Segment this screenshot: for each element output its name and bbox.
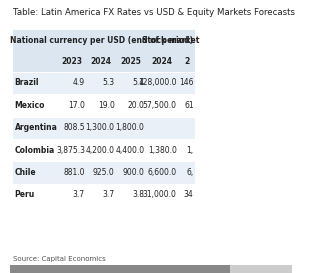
- Text: Colombia: Colombia: [15, 146, 55, 155]
- Text: 3,875.3: 3,875.3: [56, 146, 85, 155]
- FancyBboxPatch shape: [13, 72, 195, 94]
- Text: 2023: 2023: [61, 57, 82, 66]
- Text: 881.0: 881.0: [63, 168, 85, 177]
- Text: 128,000.0: 128,000.0: [138, 79, 177, 87]
- Text: 5.3: 5.3: [102, 79, 115, 87]
- Text: 2025: 2025: [121, 57, 141, 66]
- Text: 4,200.0: 4,200.0: [86, 146, 115, 155]
- Text: 2024: 2024: [91, 57, 112, 66]
- Text: 3.8: 3.8: [132, 191, 144, 199]
- Text: 925.0: 925.0: [93, 168, 115, 177]
- Text: National currency per USD (end of period): National currency per USD (end of period…: [10, 36, 193, 45]
- Text: 19.0: 19.0: [98, 101, 115, 110]
- FancyBboxPatch shape: [13, 139, 195, 161]
- FancyBboxPatch shape: [13, 117, 195, 139]
- Text: 808.5: 808.5: [63, 123, 85, 132]
- FancyBboxPatch shape: [230, 265, 292, 273]
- Text: 3.7: 3.7: [102, 191, 115, 199]
- FancyBboxPatch shape: [10, 265, 230, 273]
- Text: 5.4: 5.4: [132, 79, 144, 87]
- Text: Argentina: Argentina: [15, 123, 58, 132]
- Text: 1,380.0: 1,380.0: [148, 146, 177, 155]
- FancyBboxPatch shape: [13, 51, 195, 72]
- Text: 1,300.0: 1,300.0: [86, 123, 115, 132]
- FancyBboxPatch shape: [13, 30, 195, 51]
- Text: Chile: Chile: [15, 168, 36, 177]
- Text: Table: Latin America FX Rates vs USD & Equity Markets Forecasts: Table: Latin America FX Rates vs USD & E…: [13, 8, 295, 17]
- Text: 31,000.0: 31,000.0: [143, 191, 177, 199]
- Text: Brazil: Brazil: [15, 79, 39, 87]
- Text: Mexico: Mexico: [15, 101, 45, 110]
- Text: 900.0: 900.0: [123, 168, 144, 177]
- Text: Stock market: Stock market: [142, 36, 199, 45]
- Text: 1,: 1,: [187, 146, 194, 155]
- Text: Source: Capital Economics: Source: Capital Economics: [13, 256, 106, 262]
- Text: 6,600.0: 6,600.0: [148, 168, 177, 177]
- FancyBboxPatch shape: [13, 161, 195, 184]
- Text: 4.9: 4.9: [73, 79, 85, 87]
- Text: 146: 146: [179, 79, 194, 87]
- Text: 2: 2: [184, 57, 189, 66]
- Text: 1,800.0: 1,800.0: [115, 123, 144, 132]
- Text: 57,500.0: 57,500.0: [143, 101, 177, 110]
- Text: 3.7: 3.7: [73, 191, 85, 199]
- FancyBboxPatch shape: [13, 94, 195, 117]
- FancyBboxPatch shape: [13, 184, 195, 206]
- Text: Peru: Peru: [15, 191, 35, 199]
- Text: 2024: 2024: [151, 57, 172, 66]
- Text: 20.0: 20.0: [127, 101, 144, 110]
- Text: 61: 61: [184, 101, 194, 110]
- Text: 6,: 6,: [186, 168, 194, 177]
- Text: 34: 34: [184, 191, 194, 199]
- Text: 4,400.0: 4,400.0: [115, 146, 144, 155]
- Text: 17.0: 17.0: [68, 101, 85, 110]
